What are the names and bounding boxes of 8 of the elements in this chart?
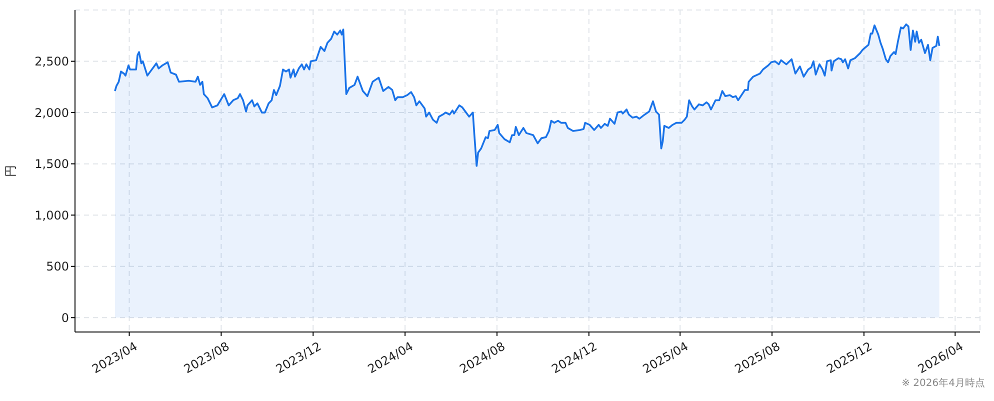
- y-axis-title: 円: [3, 165, 18, 177]
- y-tick-label: 0: [61, 310, 69, 325]
- y-tick-label: 2,500: [34, 54, 69, 69]
- y-tick-label: 500: [46, 260, 69, 274]
- text: ※ 2026年4月時点: [902, 378, 985, 390]
- y-tick-label: 2,000: [34, 106, 69, 120]
- y-tick-label: 1,500: [34, 157, 69, 172]
- y-tick-label: 1,000: [34, 208, 69, 222]
